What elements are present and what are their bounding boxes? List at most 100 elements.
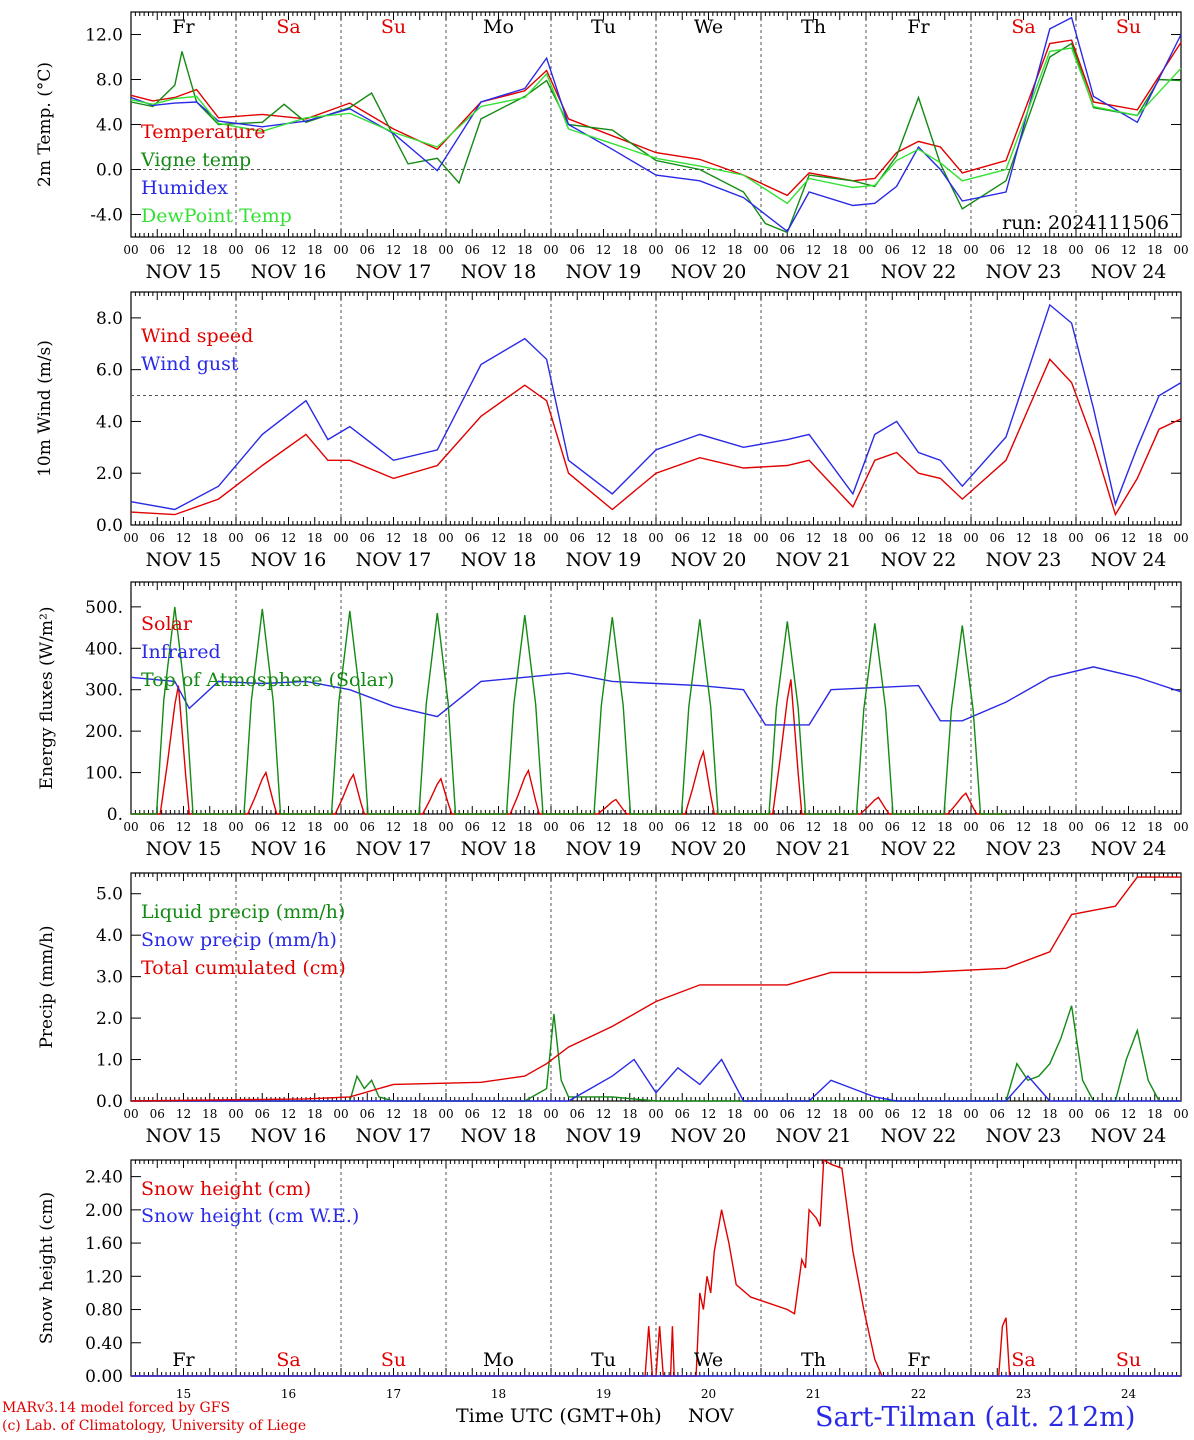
hour-tick-label: 06 [780,1107,795,1121]
hour-tick-label: 18 [412,1107,427,1121]
hour-tick-label: 06 [570,1107,585,1121]
hour-tick-label: 00 [1068,243,1083,257]
date-label: NOV 21 [776,549,852,571]
hour-tick-label: 12 [806,243,821,257]
hour-tick-label: 06 [1095,243,1110,257]
hour-tick-label: 06 [570,243,585,257]
hour-tick-label: 00 [648,531,663,545]
hour-tick-label: 00 [333,243,348,257]
date-label: NOV 19 [566,1125,642,1147]
hour-tick-label: 12 [596,1107,611,1121]
hour-tick-label: 12 [596,531,611,545]
hour-tick-label: 06 [1095,531,1110,545]
date-label: NOV 18 [461,1125,537,1147]
hour-tick-label: 06 [360,1107,375,1121]
hour-tick-label: 12 [911,820,926,834]
legend-entry: Infrared [141,641,221,663]
hour-tick-label: 00 [858,820,873,834]
day-number: 17 [386,1387,401,1401]
run-annotation: run: 2024111506 [1002,212,1169,234]
y-tick-label: 5.0 [96,885,123,905]
date-label: NOV 24 [1091,261,1167,283]
hour-tick-label: 12 [806,531,821,545]
hour-tick-label: 18 [307,1107,322,1121]
y-tick-label: 300. [85,681,123,701]
date-label: NOV 24 [1091,1125,1167,1147]
hour-tick-label: 00 [1173,820,1188,834]
y-tick-label: 6.0 [96,361,123,381]
y-tick-label: 200. [85,722,123,742]
legend-entry: Temperature [141,121,265,143]
hour-tick-label: 06 [570,531,585,545]
day-abbr: Mo [483,16,514,38]
series-line-solar [131,679,1006,815]
hour-tick-label: 12 [1121,1107,1136,1121]
hour-tick-label: 00 [1068,820,1083,834]
legend-entry: DewPoint Temp [141,205,292,227]
hour-tick-label: 06 [255,243,270,257]
date-label: NOV 22 [881,549,957,571]
hour-tick-label: 12 [176,243,191,257]
day-number: 15 [176,1387,191,1401]
hour-tick-label: 06 [885,1107,900,1121]
hour-tick-label: 00 [753,243,768,257]
date-label: NOV 18 [461,549,537,571]
day-abbr: Sa [1011,16,1035,38]
hour-tick-label: 06 [150,243,165,257]
hour-tick-label: 00 [648,243,663,257]
hour-tick-label: 18 [832,243,847,257]
legend-entry: Top of Atmosphere (Solar) [141,669,394,691]
y-axis-label: Energy fluxes (W/m²) [37,607,57,790]
date-label: NOV 15 [146,1125,222,1147]
y-tick-label: 0.0 [96,161,123,181]
hour-tick-label: 06 [255,1107,270,1121]
date-label: NOV 23 [986,261,1062,283]
hour-tick-label: 18 [1147,1107,1162,1121]
hour-tick-label: 18 [832,1107,847,1121]
date-label: NOV 20 [671,549,747,571]
hour-tick-label: 18 [412,531,427,545]
hour-tick-label: 18 [307,820,322,834]
hour-tick-label: 06 [360,531,375,545]
y-tick-label: 100. [85,764,123,784]
date-label: NOV 21 [776,1125,852,1147]
hour-tick-label: 06 [990,820,1005,834]
date-label: NOV 18 [461,838,537,860]
day-number: 16 [281,1387,296,1401]
day-abbr: Sa [1011,1349,1035,1371]
date-label: NOV 21 [776,838,852,860]
date-label: NOV 15 [146,261,222,283]
date-label: NOV 18 [461,261,537,283]
credit-line-1: MARv3.14 model forced by GFS [2,1400,231,1416]
hour-tick-label: 18 [517,820,532,834]
date-label: NOV 17 [356,1125,432,1147]
day-abbr: Sa [276,1349,300,1371]
hour-tick-label: 12 [701,531,716,545]
hour-tick-label: 00 [648,1107,663,1121]
panel-3 [130,581,1182,815]
hour-tick-label: 06 [360,820,375,834]
hour-tick-label: 06 [570,820,585,834]
hour-tick-label: 12 [491,820,506,834]
hour-tick-label: 18 [832,531,847,545]
day-abbr: We [694,1349,723,1371]
y-tick-label: 0.80 [85,1301,123,1321]
hour-tick-label: 06 [465,531,480,545]
y-tick-label: 1.0 [96,1051,123,1071]
hour-tick-label: 06 [885,531,900,545]
date-label: NOV 23 [986,838,1062,860]
hour-tick-label: 18 [517,243,532,257]
day-abbr: Mo [483,1349,514,1371]
hour-tick-label: 18 [1147,243,1162,257]
hour-tick-label: 12 [1121,243,1136,257]
series-line-top-of-atmosphere-solar- [131,606,1006,815]
series-line-wind-gust [130,303,1182,511]
hour-tick-label: 00 [333,820,348,834]
day-number: 20 [701,1387,716,1401]
hour-tick-label: 00 [228,243,243,257]
hour-tick-label: 00 [123,531,138,545]
hour-tick-label: 18 [1147,531,1162,545]
series-line-total-cumulated-cm- [130,876,1181,1102]
date-label: NOV 24 [1091,838,1167,860]
hour-tick-label: 18 [202,243,217,257]
